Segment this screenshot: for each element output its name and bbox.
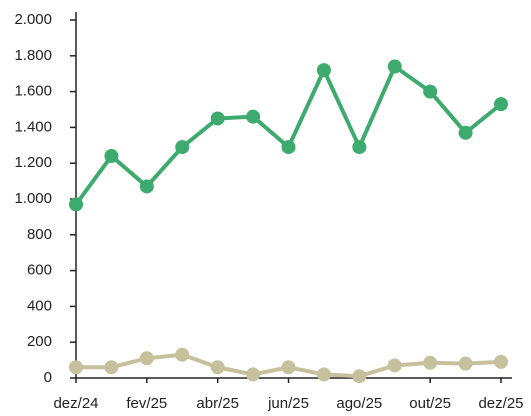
point bbox=[458, 356, 473, 371]
point bbox=[387, 358, 402, 373]
point bbox=[423, 84, 438, 99]
x-tick-label: dez/25 bbox=[478, 395, 523, 412]
y-tick-label: 1.200 bbox=[14, 154, 52, 171]
point bbox=[246, 367, 261, 382]
point bbox=[494, 97, 508, 112]
point bbox=[175, 347, 190, 362]
x-tick-label: fev/25 bbox=[126, 395, 167, 412]
point bbox=[139, 351, 154, 366]
point bbox=[316, 63, 331, 78]
x-tick-label: out/25 bbox=[409, 395, 451, 412]
point bbox=[387, 59, 402, 74]
y-tick-label: 1.600 bbox=[14, 83, 52, 100]
point bbox=[281, 360, 296, 375]
point bbox=[210, 111, 225, 126]
point bbox=[69, 197, 83, 212]
x-tick-label: ago/25 bbox=[336, 395, 382, 412]
point bbox=[494, 354, 508, 369]
y-tick-label: 0 bbox=[44, 369, 52, 386]
x-tick-label: abr/25 bbox=[196, 395, 239, 412]
y-tick-label: 800 bbox=[27, 226, 52, 243]
point bbox=[104, 149, 119, 164]
point bbox=[352, 369, 367, 384]
point bbox=[246, 109, 261, 124]
point bbox=[423, 355, 438, 370]
point bbox=[104, 360, 119, 375]
y-tick-label: 400 bbox=[27, 297, 52, 314]
point bbox=[69, 360, 83, 375]
y-tick-label: 600 bbox=[27, 262, 52, 279]
y-tick-label: 2.000 bbox=[14, 11, 52, 28]
x-tick-label: jun/25 bbox=[267, 395, 309, 412]
point bbox=[281, 140, 296, 155]
y-tick-label: 1.000 bbox=[14, 190, 52, 207]
point bbox=[352, 140, 367, 155]
point bbox=[210, 360, 225, 375]
point bbox=[139, 179, 154, 194]
y-tick-label: 200 bbox=[27, 333, 52, 350]
point bbox=[458, 125, 473, 140]
series-line bbox=[74, 64, 503, 206]
y-tick-label: 1.800 bbox=[14, 47, 52, 64]
point bbox=[175, 140, 190, 155]
x-tick-label: dez/24 bbox=[53, 395, 98, 412]
y-tick-label: 1.400 bbox=[14, 118, 52, 135]
point bbox=[316, 367, 331, 382]
